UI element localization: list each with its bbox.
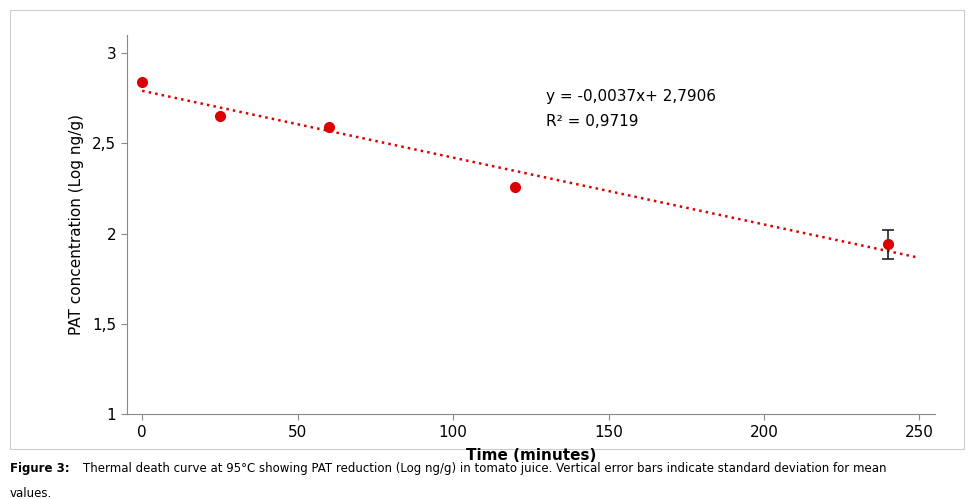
Y-axis label: PAT concentration (Log ng/g): PAT concentration (Log ng/g) [69,114,84,335]
Text: Thermal death curve at 95°C showing PAT reduction (Log ng/g) in tomato juice. Ve: Thermal death curve at 95°C showing PAT … [83,462,886,475]
Text: y = -0,0037x+ 2,7906
R² = 0,9719: y = -0,0037x+ 2,7906 R² = 0,9719 [546,89,716,129]
X-axis label: Time (minutes): Time (minutes) [466,448,596,463]
Text: values.: values. [10,487,52,499]
Text: Figure 3:: Figure 3: [10,462,69,475]
